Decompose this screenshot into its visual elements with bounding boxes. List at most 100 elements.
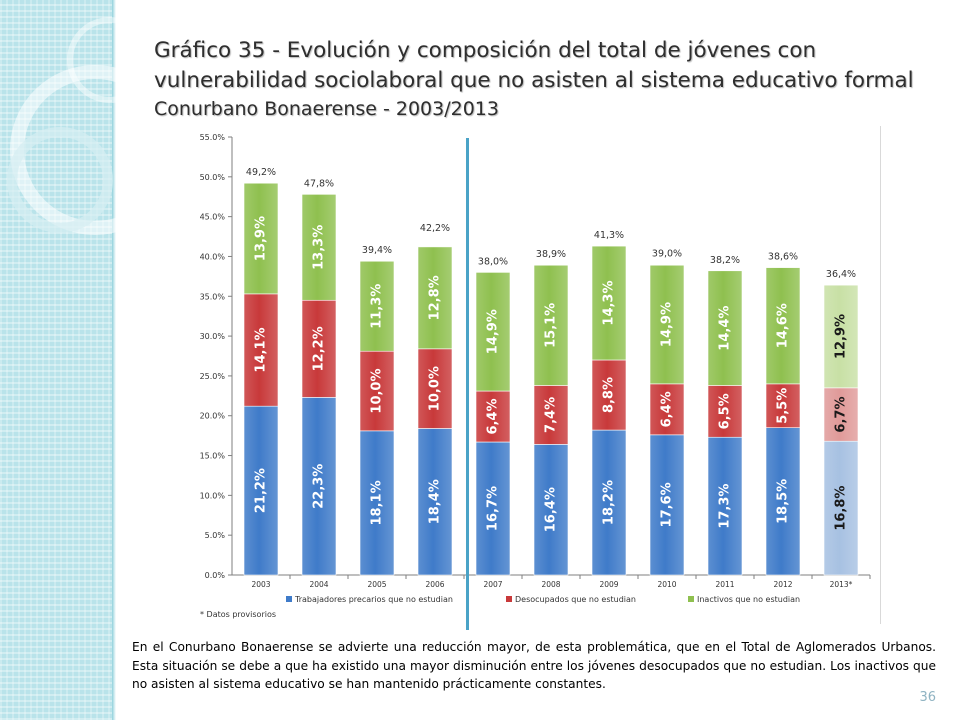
bar-segment-inactivos — [475, 272, 511, 392]
bar-label-precarios: 22,3% — [312, 464, 327, 509]
bar-segment-precarios — [591, 429, 627, 576]
bar-total-label: 41,3% — [594, 230, 624, 241]
x-tick-label: 2011 — [715, 580, 734, 589]
bar-segment-inactivos — [649, 264, 685, 385]
legend-swatch — [688, 596, 694, 602]
commentary-paragraph: En el Conurbano Bonaerense se advierte u… — [132, 640, 936, 691]
legend-label: Inactivos que no estudian — [697, 595, 800, 604]
bar-label-desocupados: 6,7% — [834, 397, 849, 433]
bar-label-precarios: 18,1% — [370, 480, 385, 525]
bar-label-desocupados: 10,0% — [428, 366, 443, 411]
legend-swatch — [286, 596, 292, 602]
decorative-rings — [7, 17, 180, 235]
x-tick-label: 2003 — [251, 580, 270, 589]
bar-segment-inactivos — [243, 182, 279, 295]
bar-label-precarios: 16,4% — [544, 487, 559, 532]
bar-label-precarios: 17,3% — [718, 484, 733, 529]
bar-segment-inactivos — [823, 284, 859, 389]
bar-segment-desocupados — [359, 350, 395, 432]
bar-segment-inactivos — [417, 246, 453, 350]
bar-total-label: 38,6% — [768, 252, 798, 263]
bar-label-precarios: 17,6% — [660, 482, 675, 527]
bar-segment-inactivos — [591, 245, 627, 361]
bar-label-inactivos: 13,3% — [312, 225, 327, 270]
x-tick-label: 2013* — [830, 580, 853, 589]
bar-segment-inactivos — [707, 270, 743, 386]
bar-total-label: 38,0% — [478, 256, 508, 267]
y-tick-label: 5.0% — [205, 531, 226, 540]
x-tick-label: 2009 — [599, 580, 618, 589]
bar-label-inactivos: 14,4% — [718, 306, 733, 351]
bar-label-desocupados: 6,5% — [718, 393, 733, 429]
y-tick-label: 35.0% — [200, 292, 226, 301]
bar-total-label: 38,2% — [710, 255, 740, 266]
bar-total-label: 38,9% — [536, 249, 566, 260]
bar-label-precarios: 18,2% — [602, 480, 617, 525]
bar-segment-precarios — [533, 444, 569, 576]
bar-label-inactivos: 14,9% — [486, 309, 501, 354]
bar-total-label: 39,0% — [652, 248, 682, 259]
bar-label-desocupados: 6,4% — [660, 391, 675, 427]
bar-label-precarios: 16,8% — [834, 486, 849, 531]
bar-segment-desocupados — [243, 293, 279, 407]
bar-label-inactivos: 12,9% — [834, 314, 849, 359]
bar-label-inactivos: 14,6% — [776, 303, 791, 348]
bar-segment-precarios — [823, 440, 859, 576]
bar-label-desocupados: 10,0% — [370, 368, 385, 413]
legend-item-desocupados: Desocupados que no estudian — [506, 595, 636, 604]
bar-label-inactivos: 15,1% — [544, 303, 559, 348]
decorative-strip-edge — [112, 0, 116, 720]
bar-segment-desocupados — [301, 299, 337, 398]
y-tick-label: 15.0% — [200, 452, 226, 461]
legend-label: Trabajadores precarios que no estudian — [294, 595, 453, 604]
y-tick-label: 10.0% — [200, 491, 226, 500]
bar-label-inactivos: 12,8% — [428, 275, 443, 320]
x-tick-label: 2010 — [657, 580, 676, 589]
bar-segment-precarios — [649, 434, 685, 576]
bar-total-label: 49,2% — [246, 167, 276, 178]
bar-label-inactivos: 11,3% — [370, 284, 385, 329]
x-tick-label: 2008 — [541, 580, 560, 589]
bar-segment-inactivos — [359, 260, 395, 352]
bar-label-precarios: 16,7% — [486, 486, 501, 531]
bar-label-desocupados: 12,2% — [312, 326, 327, 371]
stacked-bar-chart: 0.0% 5.0% 10.0% 15.0% 20.0% 25.0% 30.0% 35.0% 40… — [200, 133, 871, 604]
y-tick-label: 55.0% — [200, 133, 226, 142]
bar-label-precarios: 18,5% — [776, 479, 791, 524]
legend-item-precarios: Trabajadores precarios que no estudian — [286, 595, 453, 604]
y-tick-label: 45.0% — [200, 213, 226, 222]
bar-label-inactivos: 13,9% — [254, 216, 269, 261]
bar-segment-desocupados — [591, 359, 627, 431]
slide-title-block: Gráfico 35 - Evolución y composición del… — [154, 36, 944, 122]
x-tick-label: 2006 — [425, 580, 444, 589]
slide-title-line-2: vulnerabilidad sociolaboral que no asist… — [154, 68, 914, 93]
y-tick-label: 0.0% — [205, 571, 226, 580]
y-tick-label: 50.0% — [200, 173, 226, 182]
bar-segment-desocupados — [475, 390, 511, 443]
slide-subtitle: Conurbano Bonaerense - 2003/2013 — [154, 98, 499, 120]
y-tick-label: 20.0% — [200, 412, 226, 421]
y-tick-label: 30.0% — [200, 332, 226, 341]
bar-label-inactivos: 14,9% — [660, 302, 675, 347]
bar-segment-desocupados — [823, 387, 859, 442]
bar-label-precarios: 18,4% — [428, 479, 443, 524]
bar-total-label: 47,8% — [304, 178, 334, 189]
bar-segment-precarios — [475, 441, 511, 576]
x-tick-label: 2005 — [367, 580, 386, 589]
x-tick-label: 2007 — [483, 580, 502, 589]
legend-swatch — [506, 596, 512, 602]
bar-segment-precarios — [707, 436, 743, 576]
x-tick-label: 2004 — [309, 580, 328, 589]
bar-segment-desocupados — [649, 383, 685, 436]
bar-label-desocupados: 8,8% — [602, 377, 617, 413]
bar-total-label: 36,4% — [826, 269, 856, 280]
chart-frame: 0.0% 5.0% 10.0% 15.0% 20.0% 25.0% 30.0% 35.0% 40… — [186, 126, 881, 624]
bar-label-desocupados: 5,5% — [776, 388, 791, 424]
slide-title-line-1: Gráfico 35 - Evolución y composición del… — [154, 38, 817, 63]
bar-label-precarios: 21,2% — [254, 468, 269, 513]
bar-segment-desocupados — [533, 385, 569, 445]
vertical-divider-line — [466, 138, 469, 630]
y-tick-label: 25.0% — [200, 372, 226, 381]
page-number: 36 — [919, 690, 936, 705]
bar-total-label: 42,2% — [420, 223, 450, 234]
